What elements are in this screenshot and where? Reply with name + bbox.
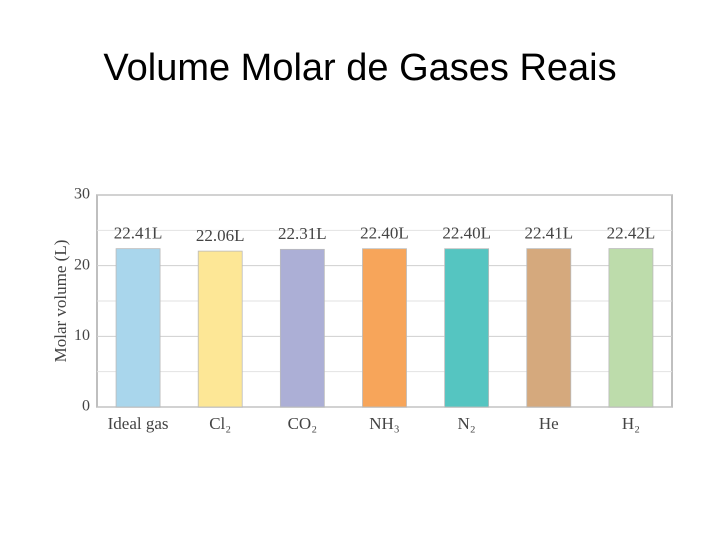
value-label: 22.42L bbox=[607, 223, 656, 242]
x-tick-label: N₂ bbox=[458, 414, 476, 433]
x-tick-label: Ideal gas bbox=[108, 414, 169, 433]
bar bbox=[608, 248, 654, 408]
y-axis-label: Molar volume (L) bbox=[51, 240, 70, 363]
x-tick-label: Cl₂ bbox=[209, 414, 231, 433]
y-tick-label: 10 bbox=[74, 327, 90, 344]
bar bbox=[362, 248, 407, 408]
x-tick-label: NH₃ bbox=[369, 414, 400, 433]
y-tick-label: 30 bbox=[74, 186, 90, 203]
y-tick-label: 0 bbox=[82, 398, 90, 415]
bar bbox=[444, 248, 490, 408]
value-label: 22.40L bbox=[360, 224, 409, 243]
value-label: 22.06L bbox=[196, 226, 245, 245]
bar bbox=[526, 248, 572, 408]
value-label: 22.41L bbox=[524, 224, 573, 243]
value-label: 22.41L bbox=[114, 224, 163, 243]
value-label: 22.40L bbox=[442, 224, 491, 243]
y-tick-label: 20 bbox=[74, 256, 90, 273]
chart-title: Volume Molar de Gases Reais bbox=[103, 47, 616, 89]
x-tick-label: CO₂ bbox=[288, 414, 318, 433]
bar bbox=[115, 248, 161, 408]
bar bbox=[279, 248, 325, 408]
x-tick-label: He bbox=[539, 414, 559, 433]
x-tick-label: H₂ bbox=[622, 414, 640, 433]
bar bbox=[197, 250, 243, 408]
value-label: 22.31L bbox=[278, 224, 327, 243]
